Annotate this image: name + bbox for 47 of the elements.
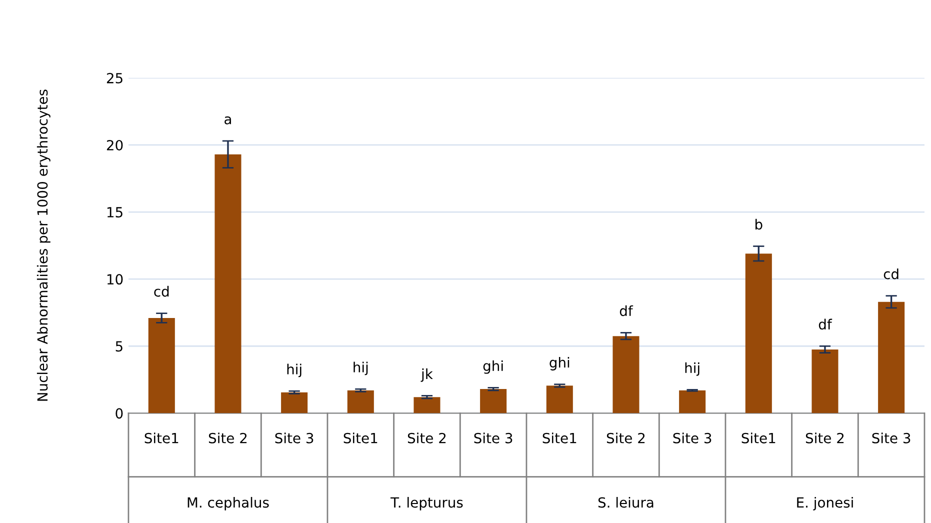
bar	[414, 397, 440, 414]
bar	[878, 302, 905, 414]
data-label: a	[224, 116, 231, 124]
x-tick-label: Site1	[542, 432, 576, 444]
y-tick-label: 25	[106, 72, 122, 84]
x-tick-label: Site 3	[673, 432, 712, 444]
bar	[679, 390, 706, 414]
y-tick-label: 15	[107, 207, 122, 218]
x-tick-label: Site 3	[872, 432, 910, 444]
bar	[281, 392, 308, 414]
y-tick-label: 20	[106, 140, 123, 150]
y-tick-label: 10	[107, 274, 123, 285]
bar	[214, 154, 242, 414]
x-tick-label: Site1	[344, 432, 378, 444]
x-tick-label: Site 2	[806, 432, 844, 444]
data-label: hij	[287, 364, 302, 378]
bar	[546, 386, 573, 414]
data-label: df	[818, 318, 832, 330]
text: T. lepturus	[390, 496, 463, 510]
x-tick-label: Site 3	[275, 432, 314, 444]
y-tick-label: 5	[116, 341, 122, 352]
data-label: hij	[685, 362, 700, 376]
bar	[612, 336, 640, 414]
data-label: ghi	[483, 360, 503, 374]
bar	[812, 349, 838, 414]
text: S. leiura	[598, 496, 654, 508]
data-label: hij	[354, 362, 368, 376]
bar	[148, 318, 175, 414]
x-tick-label: Site1	[742, 432, 776, 444]
data-label: df	[620, 305, 634, 316]
bar	[745, 254, 772, 414]
data-label: jk	[420, 368, 433, 382]
text: E. jonesi	[797, 496, 853, 510]
data-label: b	[756, 218, 762, 230]
data-label: ghi	[550, 357, 570, 370]
x-tick-label: Site 2	[208, 432, 247, 444]
x-tick-label: Site 3	[474, 432, 512, 444]
bar	[347, 390, 374, 414]
data-label: cd	[154, 286, 169, 297]
y-axis-title: Nuclear Abnormalities per 1000 erythrocytes	[36, 90, 50, 401]
bar	[480, 389, 507, 414]
x-tick-label: Site 2	[606, 432, 645, 444]
x-tick-label: Site1	[144, 432, 178, 444]
x-tick-label: Site 2	[408, 432, 446, 444]
y-tick-label: 0	[116, 408, 123, 419]
data-label: cd	[884, 268, 898, 280]
text: M. cephalus	[188, 496, 269, 510]
